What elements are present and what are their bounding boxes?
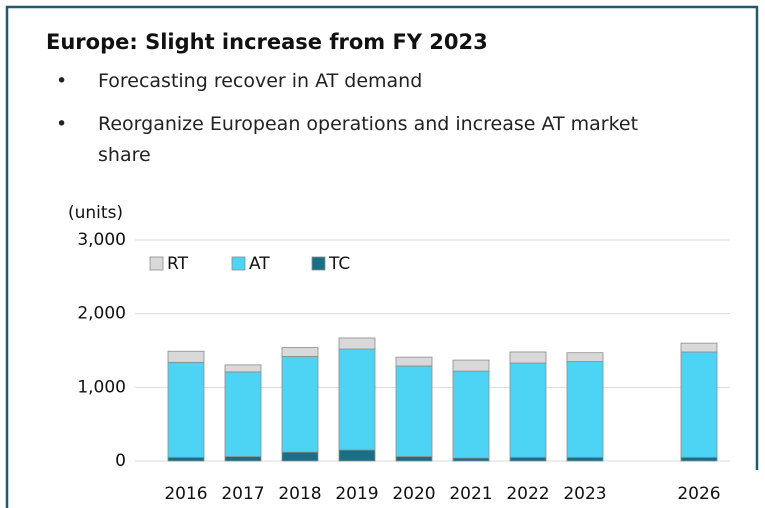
bar-segment bbox=[680, 456, 718, 462]
frame-border bbox=[5, 5, 759, 508]
bar-segment bbox=[509, 456, 547, 462]
bar-segment bbox=[167, 456, 205, 462]
bar-segment bbox=[509, 351, 547, 364]
y-tick-label: 1,000 bbox=[77, 377, 126, 397]
x-tick-label: 2021 bbox=[449, 484, 492, 504]
legend-label: AT bbox=[249, 254, 270, 274]
bar-segment bbox=[281, 347, 319, 357]
bar-segment bbox=[509, 362, 547, 458]
bar-segment bbox=[281, 355, 319, 453]
bar-segment bbox=[452, 457, 490, 462]
bar-segment bbox=[395, 365, 433, 457]
bar-segment bbox=[338, 348, 376, 451]
bar-segment bbox=[566, 352, 604, 362]
legend-label: RT bbox=[167, 254, 189, 274]
bar-segment bbox=[224, 456, 262, 462]
bar-segment bbox=[452, 359, 490, 372]
x-tick-label: 2019 bbox=[335, 484, 378, 504]
bar-segment bbox=[224, 364, 262, 373]
bar-segment bbox=[452, 370, 490, 459]
bar-segment bbox=[395, 456, 433, 462]
bullet: Reorganize European operations and incre… bbox=[56, 109, 690, 171]
bar-segment bbox=[338, 449, 376, 462]
bullet: Forecasting recover in AT demand bbox=[56, 66, 690, 97]
y-tick-label: 0 bbox=[115, 451, 126, 471]
bar-segment bbox=[680, 342, 718, 353]
x-tick-label: 2016 bbox=[164, 484, 207, 504]
bar-segment bbox=[167, 350, 205, 363]
y-axis-label: (units) bbox=[68, 203, 123, 223]
legend-swatch bbox=[311, 256, 326, 271]
x-tick-label: 2026 bbox=[677, 484, 720, 504]
x-tick-label: 2020 bbox=[392, 484, 435, 504]
x-tick-label: 2017 bbox=[221, 484, 264, 504]
bar-segment bbox=[224, 371, 262, 457]
bar-segment bbox=[680, 351, 718, 458]
bullet-list: Forecasting recover in AT demand Reorgan… bbox=[56, 66, 690, 183]
legend-label: TC bbox=[328, 254, 350, 274]
x-tick-label: 2022 bbox=[506, 484, 549, 504]
bar-segment bbox=[566, 456, 604, 462]
x-tick-label: 2023 bbox=[563, 484, 606, 504]
y-tick-label: 3,000 bbox=[77, 230, 126, 250]
bar-segment bbox=[167, 361, 205, 458]
legend-swatch bbox=[149, 256, 164, 271]
legend-swatch bbox=[231, 256, 246, 271]
y-tick-label: 2,000 bbox=[77, 304, 126, 324]
bar-segment bbox=[566, 361, 604, 458]
heading: Europe: Slight increase from FY 2023 bbox=[46, 30, 488, 54]
bar-segment bbox=[395, 356, 433, 367]
bar-segment bbox=[338, 337, 376, 350]
x-tick-label: 2018 bbox=[278, 484, 321, 504]
bar-segment bbox=[281, 451, 319, 462]
